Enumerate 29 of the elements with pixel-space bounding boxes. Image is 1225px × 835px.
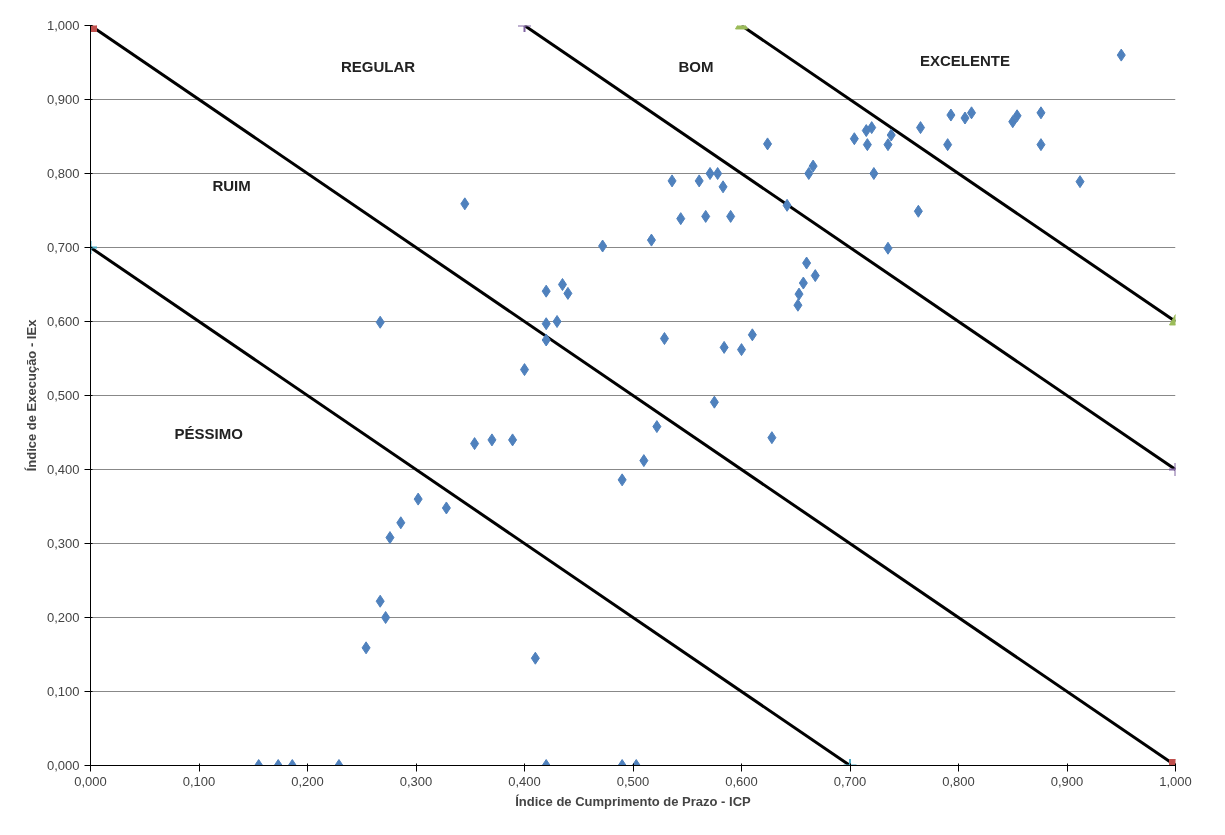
x-tick-label: 1,000 <box>1159 773 1192 789</box>
y-tick-label: 0,400 <box>46 462 80 477</box>
annotation: RUIM <box>212 176 251 194</box>
y-tick-label: 0,300 <box>46 536 80 551</box>
y-tick-label: 0,800 <box>46 166 80 181</box>
x-tick-label: 0,800 <box>942 773 975 789</box>
x-tick-label: 0,100 <box>182 773 216 789</box>
y-tick-label: 0,900 <box>46 92 80 107</box>
x-tick-label: 0,400 <box>508 773 541 789</box>
y-tick-label: 0,100 <box>46 684 80 699</box>
y-tick-label: 0,200 <box>46 610 80 625</box>
y-tick-label: 0,000 <box>46 758 80 773</box>
annotation: REGULAR <box>340 58 416 76</box>
x-tick-label: 0,300 <box>399 773 433 789</box>
x-tick-label: 0,900 <box>1050 773 1084 789</box>
x-tick-label: 0,200 <box>291 773 324 789</box>
annotation: PÉSSIMO <box>174 425 244 443</box>
annotation: EXCELENTE <box>920 51 1011 69</box>
annotation: BOM <box>678 58 714 76</box>
y-tick-label: 0,700 <box>46 240 80 255</box>
y-tick-label: 0,600 <box>46 314 80 329</box>
x-tick-label: 0,700 <box>833 773 867 789</box>
y-axis-title: Índice de Execução - IEx <box>23 318 39 472</box>
y-tick-label: 1,000 <box>46 18 80 33</box>
x-axis-title: Índice de Cumprimento de Prazo - ICP <box>515 793 752 809</box>
x-tick-label: 0,600 <box>725 773 758 789</box>
x-tick-label: 0,000 <box>74 773 107 789</box>
x-tick-label: 0,500 <box>616 773 650 789</box>
y-tick-label: 0,500 <box>46 388 80 403</box>
